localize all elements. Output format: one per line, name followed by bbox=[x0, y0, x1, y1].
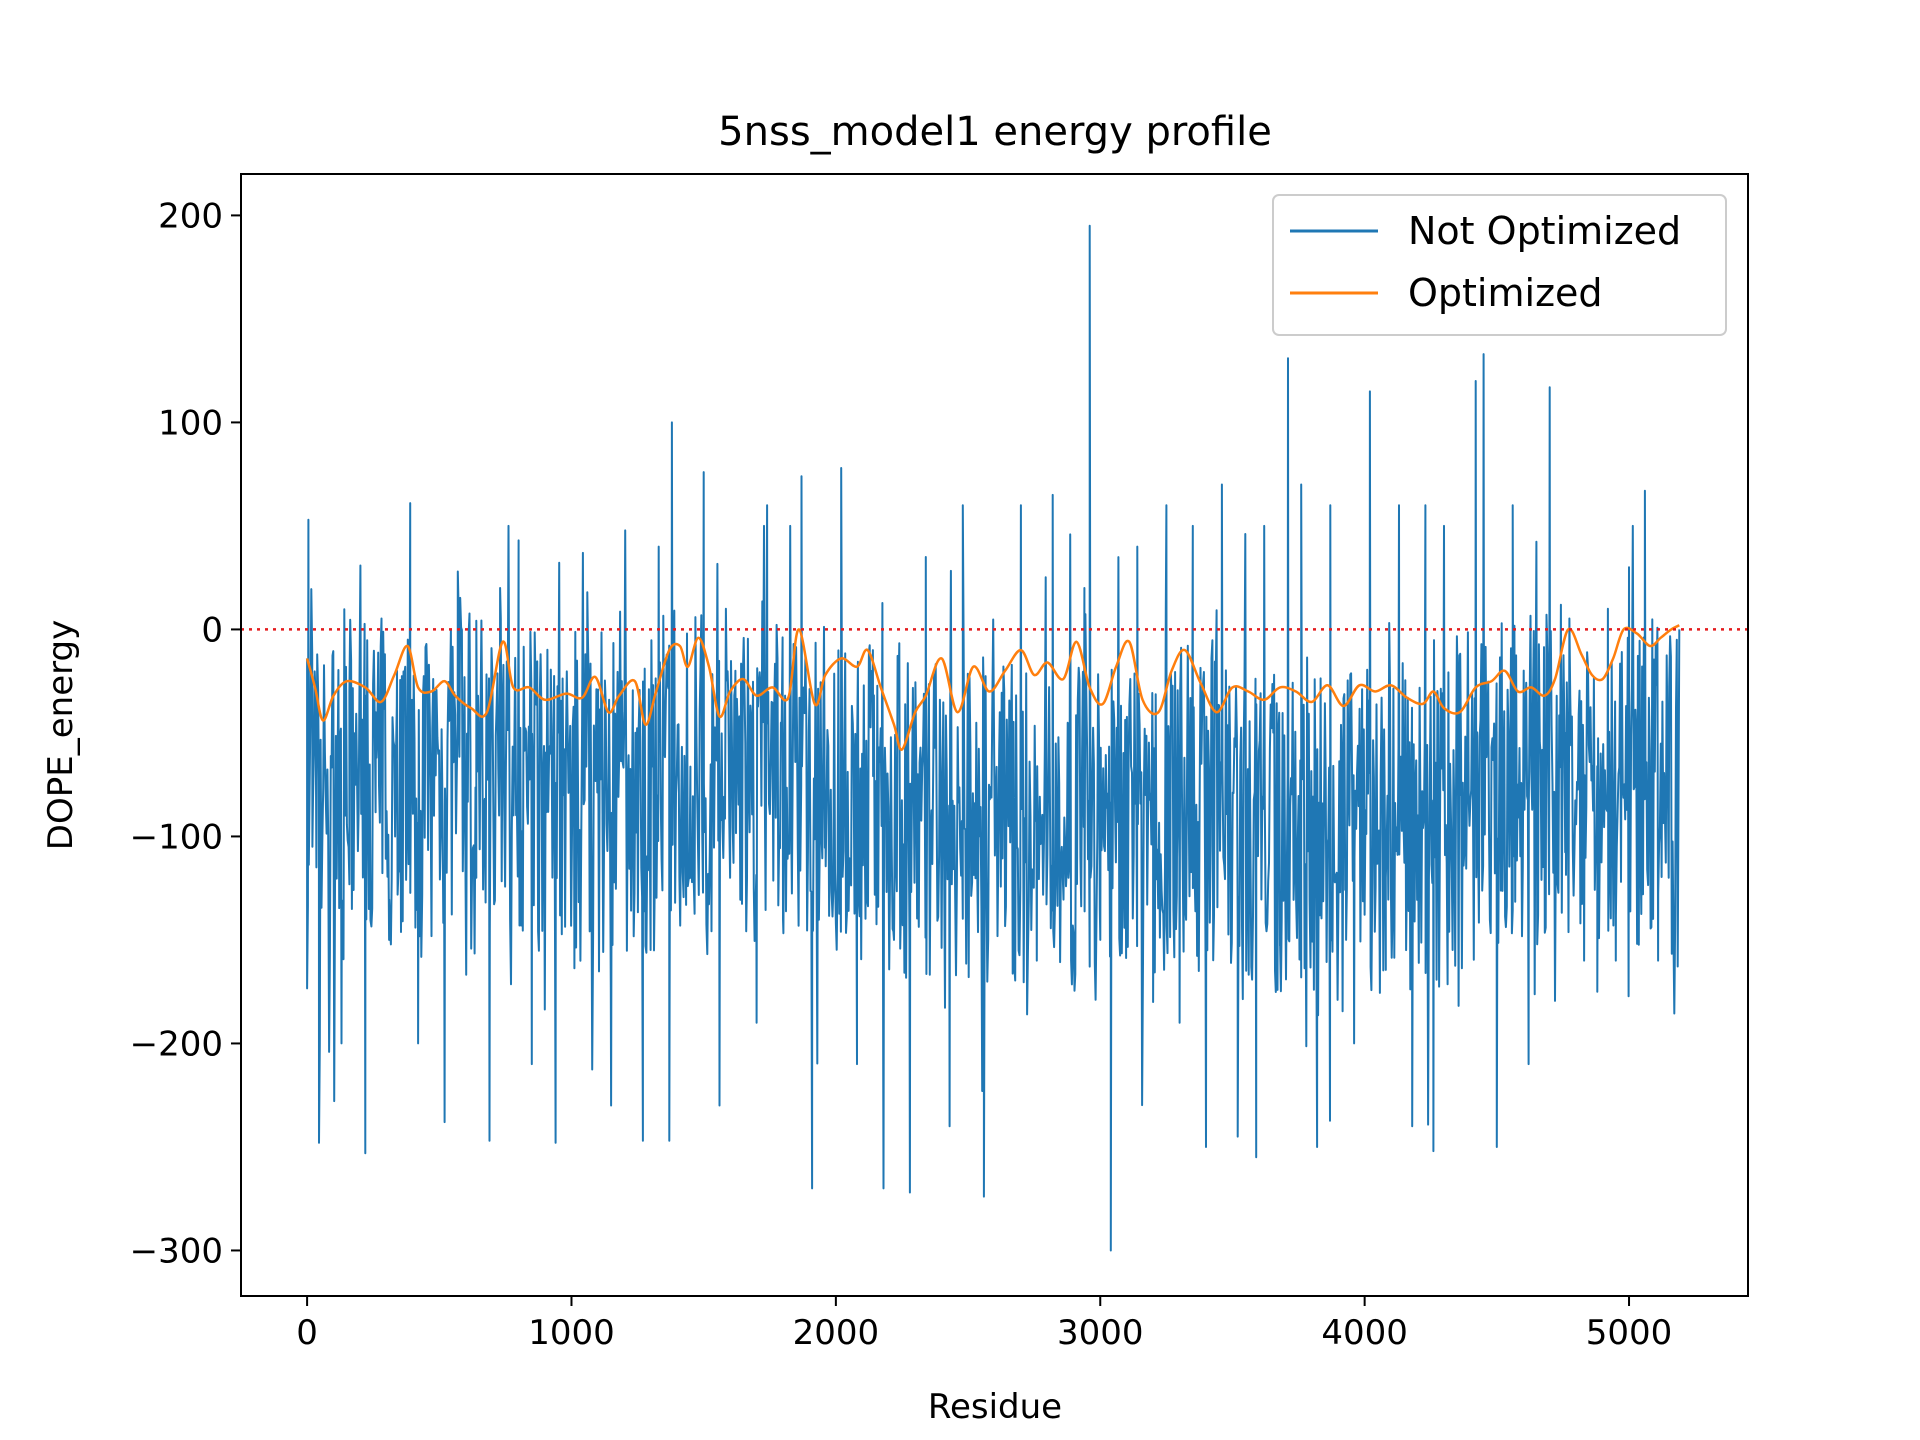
x-tick-label: 2000 bbox=[793, 1313, 880, 1353]
y-tick-label: 100 bbox=[158, 403, 223, 443]
x-axis: 0 1000 2000 3000 4000 5000 bbox=[296, 1296, 1672, 1353]
series-layer bbox=[305, 224, 1681, 1252]
y-axis: 200 100 0 −100 −200 −300 bbox=[130, 196, 241, 1271]
plot-area bbox=[240, 173, 1749, 1297]
chart-title: 5nss_model1 energy profile bbox=[718, 109, 1272, 155]
legend-label-not-optimized: Not Optimized bbox=[1408, 209, 1681, 253]
series-line-optimized bbox=[305, 624, 1680, 751]
x-tick-label: 5000 bbox=[1586, 1313, 1673, 1353]
y-tick-label: −200 bbox=[130, 1024, 223, 1064]
legend-box bbox=[1272, 194, 1727, 336]
series-line-not-optimized bbox=[306, 224, 1681, 1252]
y-tick-label: 200 bbox=[158, 196, 223, 236]
y-tick-label: −300 bbox=[130, 1231, 223, 1271]
x-tick-label: 0 bbox=[296, 1313, 318, 1353]
legend: Not Optimized Optimized bbox=[1272, 194, 1727, 336]
y-tick-label: 0 bbox=[201, 610, 223, 650]
legend-label-optimized: Optimized bbox=[1408, 271, 1603, 315]
y-axis-label: DOPE_energy bbox=[41, 620, 81, 850]
x-tick-label: 3000 bbox=[1057, 1313, 1144, 1353]
x-tick-label: 4000 bbox=[1321, 1313, 1408, 1353]
y-tick-label: −100 bbox=[130, 817, 223, 857]
x-tick-label: 1000 bbox=[528, 1313, 615, 1353]
x-axis-label: Residue bbox=[928, 1387, 1062, 1427]
axes-frame bbox=[240, 173, 1749, 1297]
